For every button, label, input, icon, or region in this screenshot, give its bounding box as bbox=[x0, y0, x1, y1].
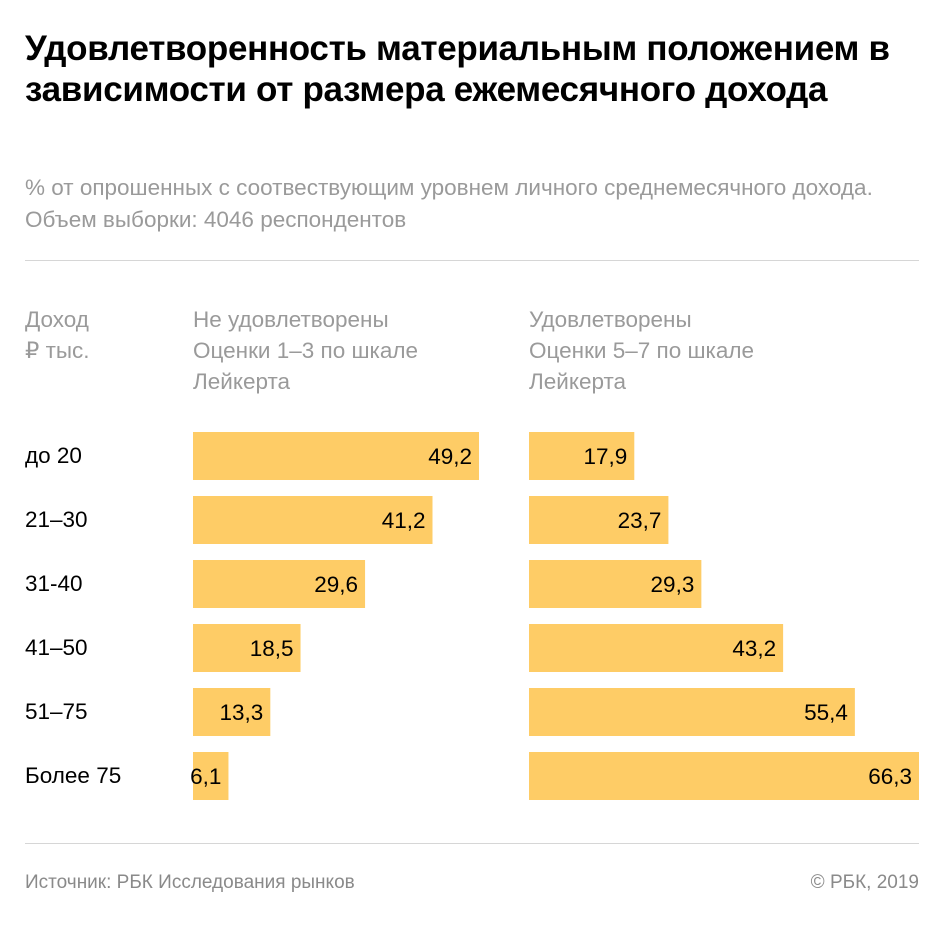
bar-value-label: 17,9 bbox=[583, 444, 627, 469]
category-label: 31-40 bbox=[25, 571, 83, 596]
bar bbox=[193, 432, 479, 480]
bar bbox=[193, 560, 366, 608]
series-header-line: Удовлетворены bbox=[529, 307, 692, 332]
bar-value-label: 55,4 bbox=[804, 700, 848, 725]
bar-value-label: 13,3 bbox=[220, 700, 264, 725]
bar-value-label: 49,2 bbox=[428, 444, 472, 469]
bar-value-label: 43,2 bbox=[732, 636, 776, 661]
chart-title: Удовлетворенность материальным положение… bbox=[25, 29, 890, 109]
series-header-satisfied: Удовлетворены Оценки 5–7 по шкале Лейкер… bbox=[529, 304, 754, 397]
category-label: Более 75 bbox=[25, 763, 122, 788]
series-header-line: Оценки 5–7 по шкале bbox=[529, 338, 755, 363]
top-divider bbox=[25, 260, 919, 261]
category-header: Доход ₽ тыс. bbox=[25, 304, 90, 366]
category-label: 51–75 bbox=[25, 699, 88, 724]
bar-value-label: 66,3 bbox=[868, 764, 912, 789]
bar-value-label: 18,5 bbox=[250, 636, 294, 661]
series-header-dissatisfied: Не удовлетворены Оценки 1–3 по шкале Лей… bbox=[193, 304, 418, 397]
category-label: до 20 bbox=[25, 443, 82, 468]
bar-value-label: 29,6 bbox=[314, 572, 358, 597]
bar bbox=[529, 496, 669, 544]
bar-value-label: 41,2 bbox=[382, 508, 426, 533]
source-note: Источник: РБК Исследования рынков bbox=[25, 872, 355, 893]
category-header-line: ₽ тыс. bbox=[25, 338, 90, 363]
bar bbox=[529, 432, 635, 480]
bar bbox=[529, 624, 784, 672]
bar-value-label: 23,7 bbox=[618, 508, 662, 533]
bar bbox=[193, 752, 229, 800]
bar bbox=[529, 752, 919, 800]
category-label: 21–30 bbox=[25, 507, 88, 532]
bar bbox=[529, 560, 702, 608]
category-label: 41–50 bbox=[25, 635, 88, 660]
category-header-line: Доход bbox=[25, 307, 89, 332]
bar bbox=[193, 496, 433, 544]
series-header-line: Лейкерта bbox=[193, 369, 291, 394]
bottom-divider bbox=[25, 843, 919, 844]
bar bbox=[193, 688, 271, 736]
bar bbox=[193, 624, 301, 672]
bar-value-label: 6,1 bbox=[190, 764, 221, 789]
bar-value-label: 29,3 bbox=[651, 572, 695, 597]
series-header-line: Оценки 1–3 по шкале bbox=[193, 338, 419, 363]
bar bbox=[529, 688, 855, 736]
copyright: © РБК, 2019 bbox=[810, 872, 919, 893]
chart-subtitle: % от опрошенных с соотвествующим уровнем… bbox=[25, 175, 873, 232]
series-header-line: Не удовлетворены bbox=[193, 307, 389, 332]
series-header-line: Лейкерта bbox=[529, 369, 627, 394]
